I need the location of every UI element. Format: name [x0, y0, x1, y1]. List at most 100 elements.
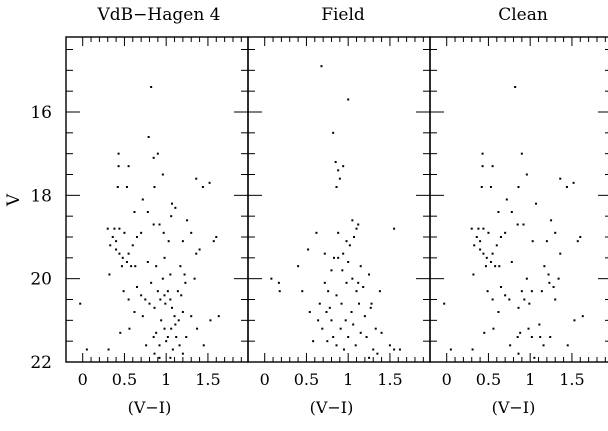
data-point [332, 131, 335, 134]
data-point [123, 231, 126, 234]
x-tick-label: 0.5 [294, 370, 319, 389]
data-point [535, 202, 538, 205]
data-point [378, 290, 381, 293]
data-point [150, 281, 153, 284]
data-point [277, 281, 280, 284]
data-point [550, 219, 553, 222]
data-point [497, 211, 500, 213]
data-point [117, 152, 120, 155]
data-point [118, 252, 121, 255]
data-point [347, 261, 350, 263]
data-point [163, 256, 166, 259]
data-point [167, 240, 170, 243]
data-point [559, 252, 562, 255]
data-point [180, 294, 183, 297]
data-point [480, 186, 483, 188]
data-point [573, 319, 576, 322]
data-point [520, 290, 523, 293]
data-point [566, 344, 569, 347]
data-point [135, 236, 138, 238]
data-point [374, 327, 377, 330]
data-point [179, 265, 182, 268]
data-point [120, 265, 123, 268]
data-point [155, 331, 158, 334]
data-point [116, 186, 119, 188]
data-point [147, 136, 150, 138]
data-point [141, 315, 144, 318]
y-axis-label: V [4, 193, 24, 207]
data-point [481, 152, 484, 155]
data-point [539, 336, 542, 338]
data-point [166, 290, 169, 293]
data-point [121, 256, 124, 259]
data-point [133, 211, 136, 213]
data-point [491, 165, 494, 168]
data-point [499, 286, 502, 288]
x-tick-label: 0 [442, 370, 452, 389]
data-point [178, 344, 181, 347]
data-point [202, 344, 205, 347]
data-point [119, 331, 122, 334]
data-point [195, 252, 198, 255]
data-point [106, 227, 109, 230]
data-point [479, 248, 482, 251]
data-point [472, 273, 475, 276]
data-point [335, 294, 338, 297]
data-point [175, 336, 178, 338]
data-point [520, 152, 523, 155]
data-point [530, 290, 533, 293]
data-point [351, 219, 354, 222]
data-point [498, 265, 501, 268]
x-tick-label: 1.5 [559, 370, 584, 389]
data-point [531, 240, 534, 243]
data-point [576, 240, 579, 243]
data-point [519, 331, 522, 334]
x-axis-label-1: (V−I) [128, 398, 172, 417]
data-point [380, 331, 383, 334]
data-point [163, 327, 166, 330]
data-point [358, 302, 361, 305]
data-point [542, 344, 545, 347]
data-point [517, 306, 520, 309]
data-point [365, 336, 368, 338]
data-point [533, 356, 536, 359]
data-point [127, 252, 130, 255]
data-point [495, 244, 498, 247]
panel-title-1: VdB−Hagen 4 [97, 5, 221, 25]
data-point [491, 252, 494, 255]
data-point [170, 327, 173, 330]
data-point [334, 161, 337, 163]
data-point [161, 277, 164, 280]
data-point [342, 165, 345, 168]
data-point [510, 211, 513, 213]
data-point [171, 348, 174, 351]
data-point [198, 248, 201, 251]
data-point [130, 265, 133, 268]
data-point [347, 98, 350, 101]
data-point [165, 340, 168, 343]
data-point [183, 273, 186, 276]
data-point [315, 231, 318, 234]
data-point [352, 323, 355, 326]
data-point [140, 294, 143, 297]
data-point [486, 290, 489, 293]
data-point [482, 252, 485, 255]
data-point [330, 319, 333, 322]
data-point [131, 244, 134, 247]
data-point [471, 348, 474, 351]
data-point [79, 302, 82, 305]
x-tick-label: 0.5 [112, 370, 137, 389]
x-tick-label: 1 [525, 370, 535, 389]
data-point [359, 265, 362, 268]
data-point [109, 244, 112, 247]
data-point [350, 311, 353, 313]
data-point [158, 223, 161, 226]
data-point [153, 352, 156, 355]
data-point [184, 281, 187, 284]
data-point [326, 340, 329, 343]
x-tick-label: 1.5 [377, 370, 402, 389]
panel-frame-2 [247, 36, 431, 363]
data-point [127, 298, 130, 301]
data-point [153, 186, 156, 188]
